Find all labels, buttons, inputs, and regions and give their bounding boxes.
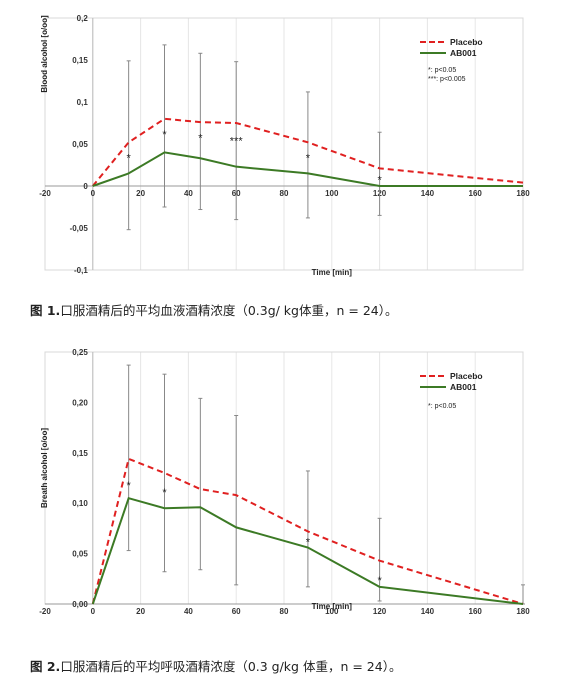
significance-marker: * (162, 487, 167, 499)
x-tick-label: 0 (91, 607, 96, 616)
blood-alcohol-chart: -20 0 20 40 60 80 100 120 140 160 180-0,1-0,0500,0… (39, 14, 530, 277)
y-tick-label: 0 (83, 182, 88, 191)
x-tick-label: 80 (280, 607, 289, 616)
x-tick-label: -20 (39, 189, 51, 198)
x-tick-label: 140 (421, 607, 435, 616)
y-tick-label: -0,1 (74, 266, 88, 275)
x-tick-label: -20 (39, 607, 51, 616)
figure-1-caption: 图 1.口服酒精后的平均血液酒精浓度（0.3g/ kg体重，n = 24）。 (30, 300, 397, 319)
y-tick-label: 0,20 (72, 398, 88, 407)
y-tick-label: 0,10 (72, 499, 88, 508)
x-tick-label: 180 (516, 189, 530, 198)
x-axis-label: Time [min] (312, 602, 353, 611)
significance-marker: * (306, 152, 311, 164)
plot-frame (44, 17, 524, 271)
y-tick-label: 0,00 (72, 600, 88, 609)
y-tick-label: 0,15 (72, 56, 88, 65)
x-tick-label: 100 (325, 607, 339, 616)
x-tick-label: 140 (421, 189, 435, 198)
y-tick-label: -0,05 (70, 224, 89, 233)
y-tick-label: 0,1 (77, 98, 89, 107)
y-axis-label: Blood alcohol [o/oo] (40, 15, 49, 93)
figure-2-text: 口服酒精后的平均呼吸酒精浓度（0.3 g/kg 体重，n = 24）。 (60, 659, 402, 674)
x-tick-label: 60 (232, 607, 241, 616)
y-tick-label: 0,15 (72, 449, 88, 458)
series-line-ab001 (92, 151, 523, 187)
legend-label: AB001 (450, 48, 477, 58)
x-tick-label: 40 (184, 607, 193, 616)
y-tick-label: 0,05 (72, 140, 88, 149)
x-tick-label: 160 (469, 607, 483, 616)
significance-marker: * (377, 174, 382, 186)
significance-marker: * (127, 152, 132, 164)
significance-marker: * (162, 129, 167, 141)
series-line-placebo (91, 457, 524, 605)
y-tick-label: 0,05 (72, 550, 88, 559)
x-tick-label: 20 (136, 189, 145, 198)
series-line-placebo (92, 117, 524, 187)
significance-marker: * (377, 575, 382, 587)
y-axis-label: Breath alcohol [o/oo] (40, 428, 49, 508)
legend-label: Placebo (450, 371, 483, 381)
significance-marker: * (198, 132, 203, 144)
figure-1-text: 口服酒精后的平均血液酒精浓度（0.3g/ kg体重，n = 24）。 (60, 303, 398, 318)
x-tick-label: 120 (373, 607, 387, 616)
legend-label: Placebo (450, 37, 483, 47)
x-tick-label: 180 (516, 607, 530, 616)
breath-alcohol-chart: -20 0 20 40 60 80 100 120 140 160 180 0,00 0,05 0,10 0… (39, 348, 530, 616)
x-axis-label: Time [min] (312, 268, 353, 277)
significance-marker: *** (230, 136, 244, 148)
legend-label: AB001 (450, 382, 477, 392)
x-tick-label: 100 (325, 189, 339, 198)
y-tick-label: 0,2 (77, 14, 89, 23)
series-line-ab001 (91, 496, 524, 605)
figure-2-caption: 图 2.口服酒精后的平均呼吸酒精浓度（0.3 g/kg 体重，n = 24）。 (30, 656, 401, 675)
figure-1-label: 图 1. (30, 303, 61, 318)
significance-note: ***: p<0.005 (428, 76, 466, 83)
significance-note: *: p<0.05 (428, 403, 456, 410)
y-tick-label: 0,25 (72, 348, 88, 357)
x-tick-label: 0 (91, 189, 96, 198)
x-tick-label: 20 (136, 607, 145, 616)
significance-marker: * (127, 480, 132, 492)
x-tick-label: 160 (469, 189, 483, 198)
x-tick-label: 40 (184, 189, 193, 198)
significance-marker: * (306, 537, 311, 549)
significance-note: *: p<0.05 (428, 67, 456, 74)
figure-2-label: 图 2. (30, 659, 61, 674)
x-tick-label: 80 (280, 189, 289, 198)
